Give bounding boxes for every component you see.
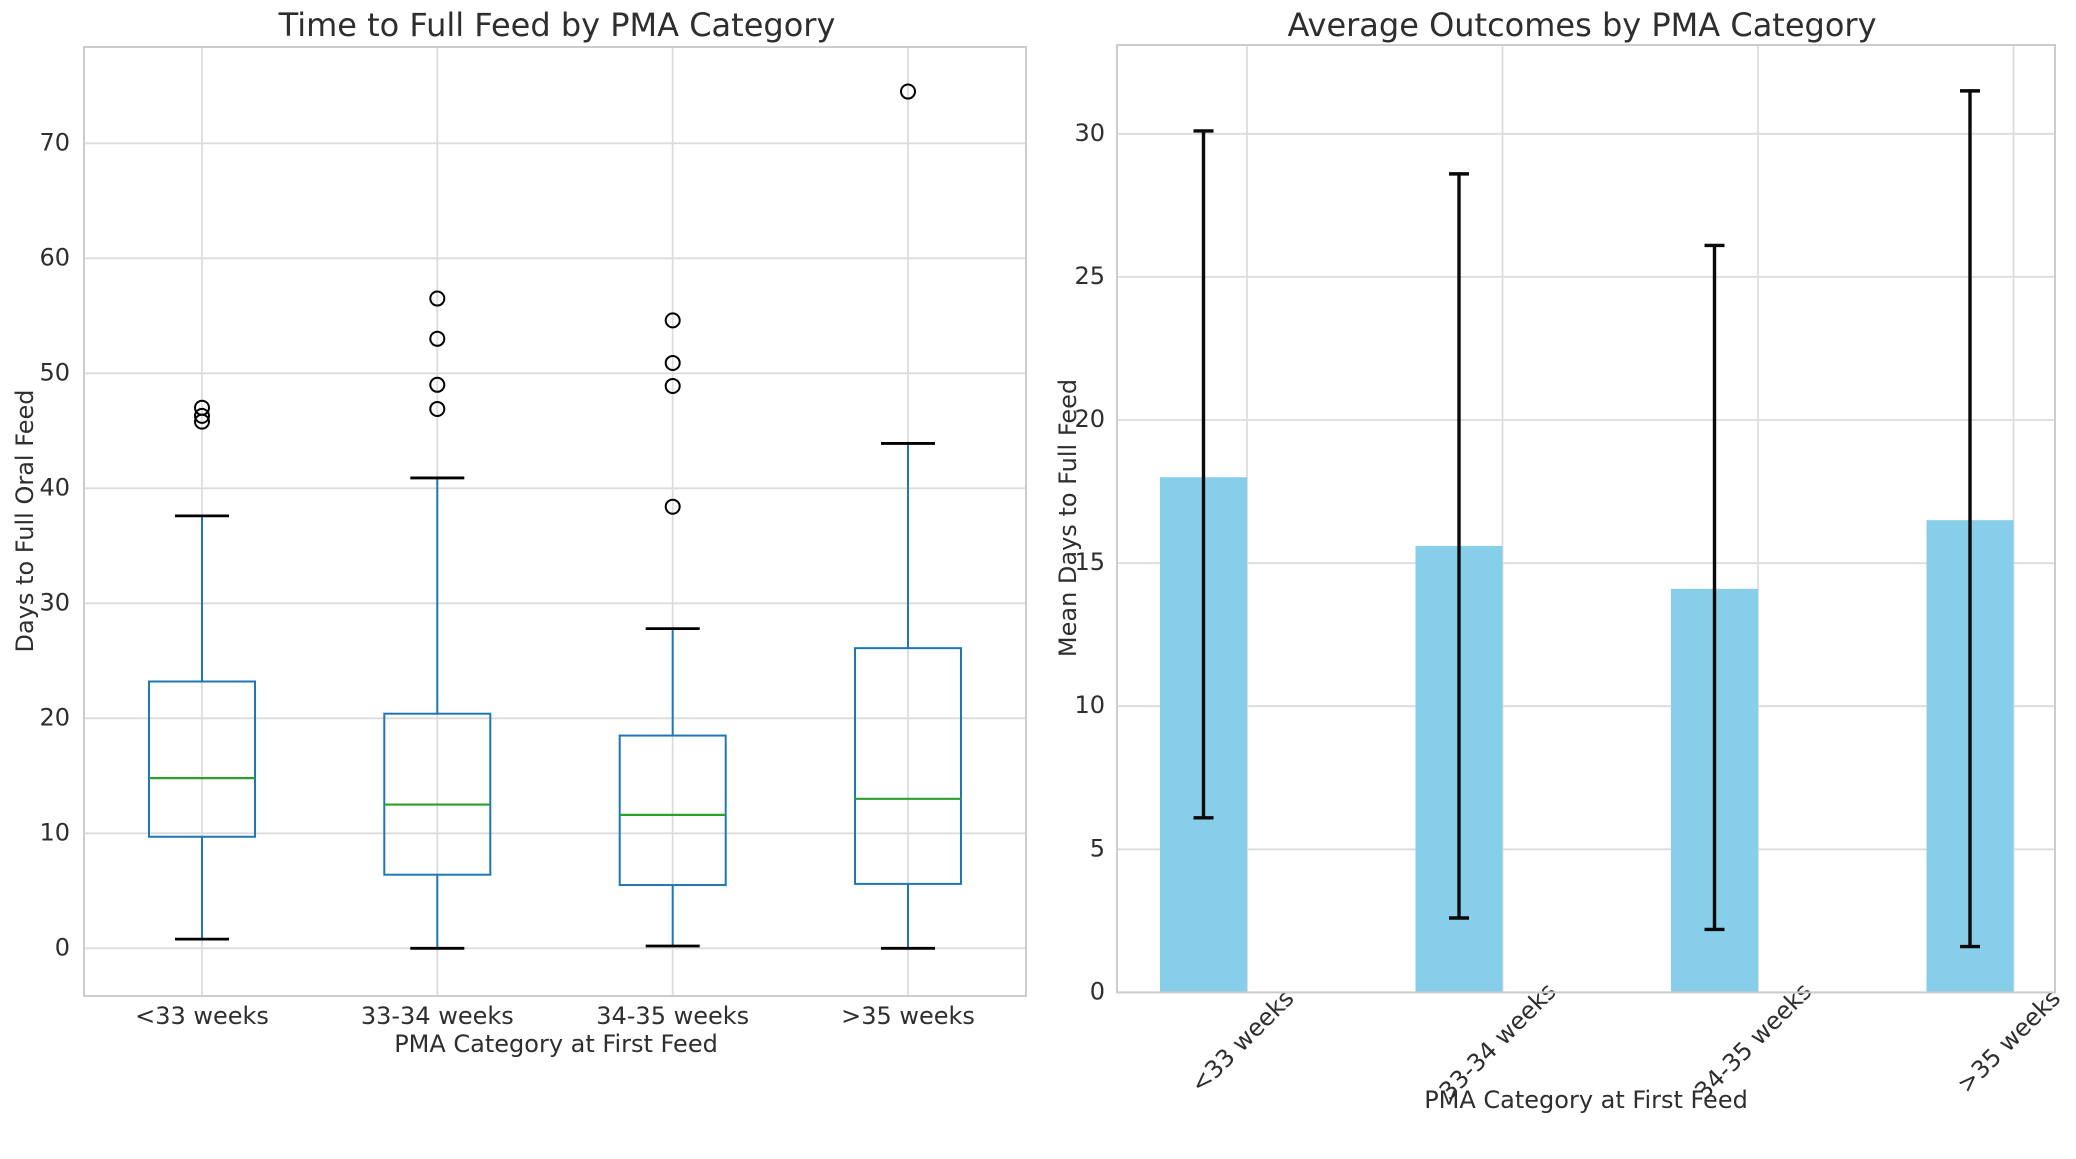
barchart-title: Average Outcomes by PMA Category xyxy=(1287,6,1877,44)
outlier-point xyxy=(194,399,210,416)
xtick-label: >35 weeks xyxy=(1952,984,2066,1098)
ytick-label: 5 xyxy=(1090,834,1105,862)
outlier-point xyxy=(194,407,210,424)
ytick-label: 30 xyxy=(39,588,70,616)
ytick-label: 50 xyxy=(39,358,70,386)
ytick-label: 60 xyxy=(39,243,70,271)
ytick-label: 20 xyxy=(1074,405,1105,433)
outlier-point xyxy=(664,312,681,329)
ytick-label: 10 xyxy=(1074,691,1105,719)
xtick-label: 34-35 weeks xyxy=(596,1002,749,1030)
ytick-label: 20 xyxy=(39,703,70,731)
ytick-label: 70 xyxy=(39,128,70,156)
xtick-label: >35 weeks xyxy=(841,1002,975,1030)
box-iqr xyxy=(854,647,962,885)
xtick-label: 33-34 weeks xyxy=(361,1002,514,1030)
outlier-point xyxy=(429,330,446,347)
ytick-label: 30 xyxy=(1074,119,1105,147)
box-iqr xyxy=(148,680,256,838)
barchart-xaxis-label: PMA Category at First Feed xyxy=(1424,1086,1748,1114)
xtick-label: <33 weeks xyxy=(1185,984,1299,1098)
boxplot-yaxis-label: Days to Full Oral Feed xyxy=(11,389,39,653)
outlier-point xyxy=(664,354,681,371)
ytick-label: 0 xyxy=(1090,977,1105,1005)
boxplot-axes-frame xyxy=(83,46,1027,997)
box-iqr xyxy=(618,734,727,887)
boxplot-xaxis-label: PMA Category at First Feed xyxy=(394,1030,718,1058)
ytick-label: 0 xyxy=(55,933,70,961)
ytick-label: 10 xyxy=(39,818,70,846)
barchart-yaxis-label: Mean Days to Full Feed xyxy=(1054,378,1082,658)
outlier-point xyxy=(429,400,446,417)
outlier-point xyxy=(429,376,446,393)
outlier-point xyxy=(664,498,681,515)
outlier-point xyxy=(900,83,916,100)
ytick-label: 40 xyxy=(39,473,70,501)
ytick-label: 25 xyxy=(1074,262,1105,290)
barchart-axes-frame xyxy=(1116,44,2056,994)
xtick-label: <33 weeks xyxy=(135,1002,269,1030)
outlier-point xyxy=(429,290,446,307)
boxplot-title: Time to Full Feed by PMA Category xyxy=(278,6,836,44)
box-iqr xyxy=(383,712,492,876)
ytick-label: 15 xyxy=(1074,548,1105,576)
outlier-point xyxy=(664,377,681,394)
